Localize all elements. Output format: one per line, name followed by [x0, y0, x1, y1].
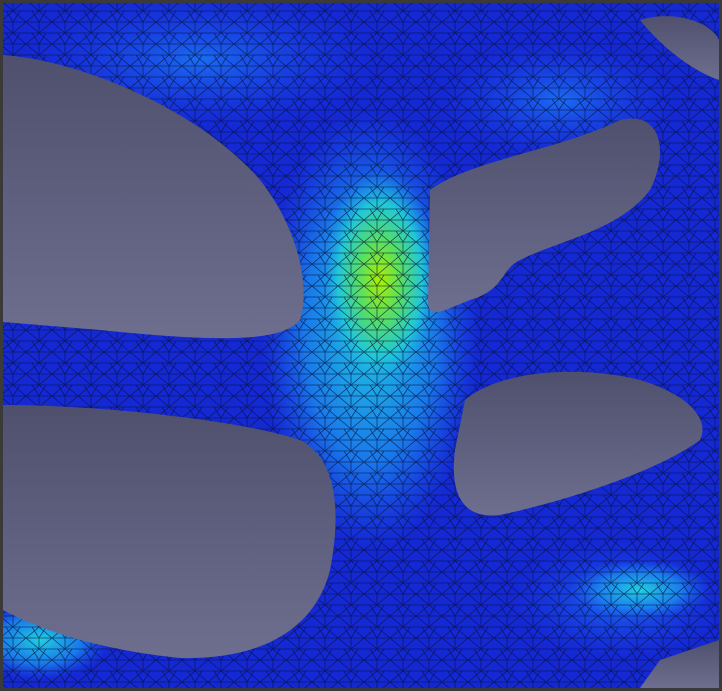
void	[3, 405, 336, 658]
fea-render	[0, 0, 722, 691]
page	[0, 0, 722, 691]
